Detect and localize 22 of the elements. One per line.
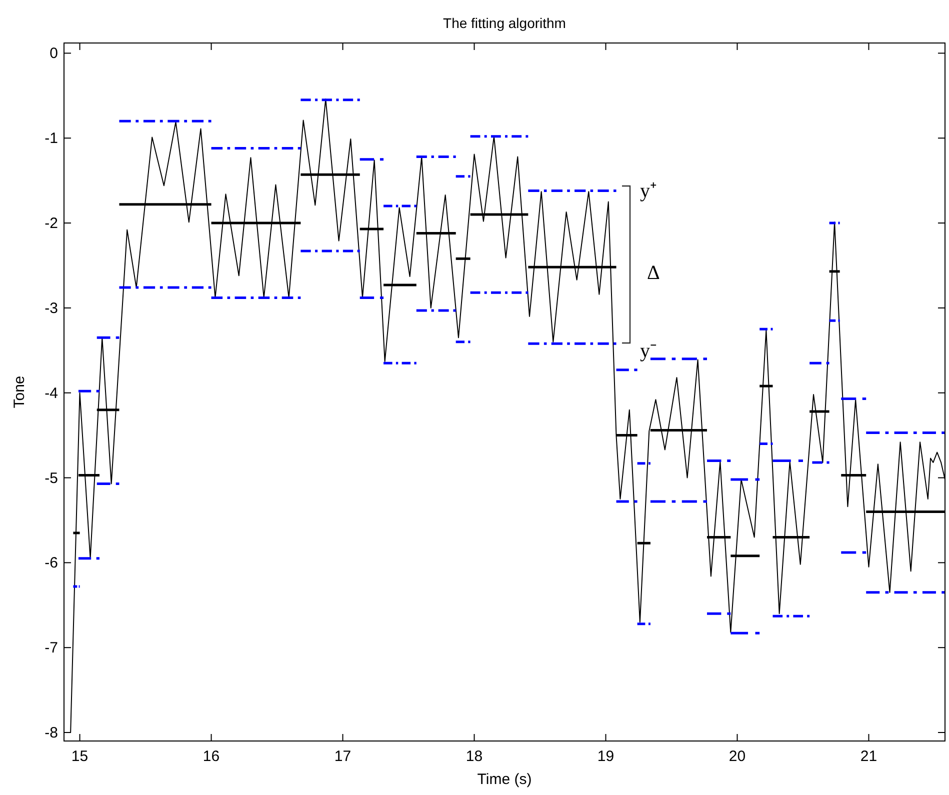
y-tick-label: -6: [44, 554, 58, 572]
y-axis-title: Tone: [11, 376, 28, 408]
x-tick-label: 21: [860, 748, 878, 765]
y-tick-label: -4: [44, 384, 58, 402]
y-tick-label: 0: [50, 45, 58, 62]
x-tick-label: 18: [466, 748, 483, 765]
x-tick-label: 15: [71, 748, 88, 765]
x-axis-title: Time (s): [477, 771, 532, 788]
chart-title: The fitting algorithm: [443, 15, 566, 31]
y-tick-label: -1: [44, 130, 58, 148]
x-tick-label: 19: [597, 748, 614, 765]
annotation: Δ: [647, 262, 660, 284]
x-tick-label: 16: [202, 748, 220, 765]
x-tick-label: 17: [334, 748, 352, 765]
y-tick-label: -5: [44, 470, 58, 487]
x-tick-label: 20: [728, 748, 746, 765]
y-tick-label: -3: [44, 300, 58, 317]
y-tick-label: -7: [44, 640, 58, 657]
annotation: y⁺: [640, 180, 657, 202]
y-tick-label: -8: [44, 724, 58, 742]
annotation: y⁻: [640, 340, 657, 362]
y-tick-label: -2: [44, 215, 58, 232]
